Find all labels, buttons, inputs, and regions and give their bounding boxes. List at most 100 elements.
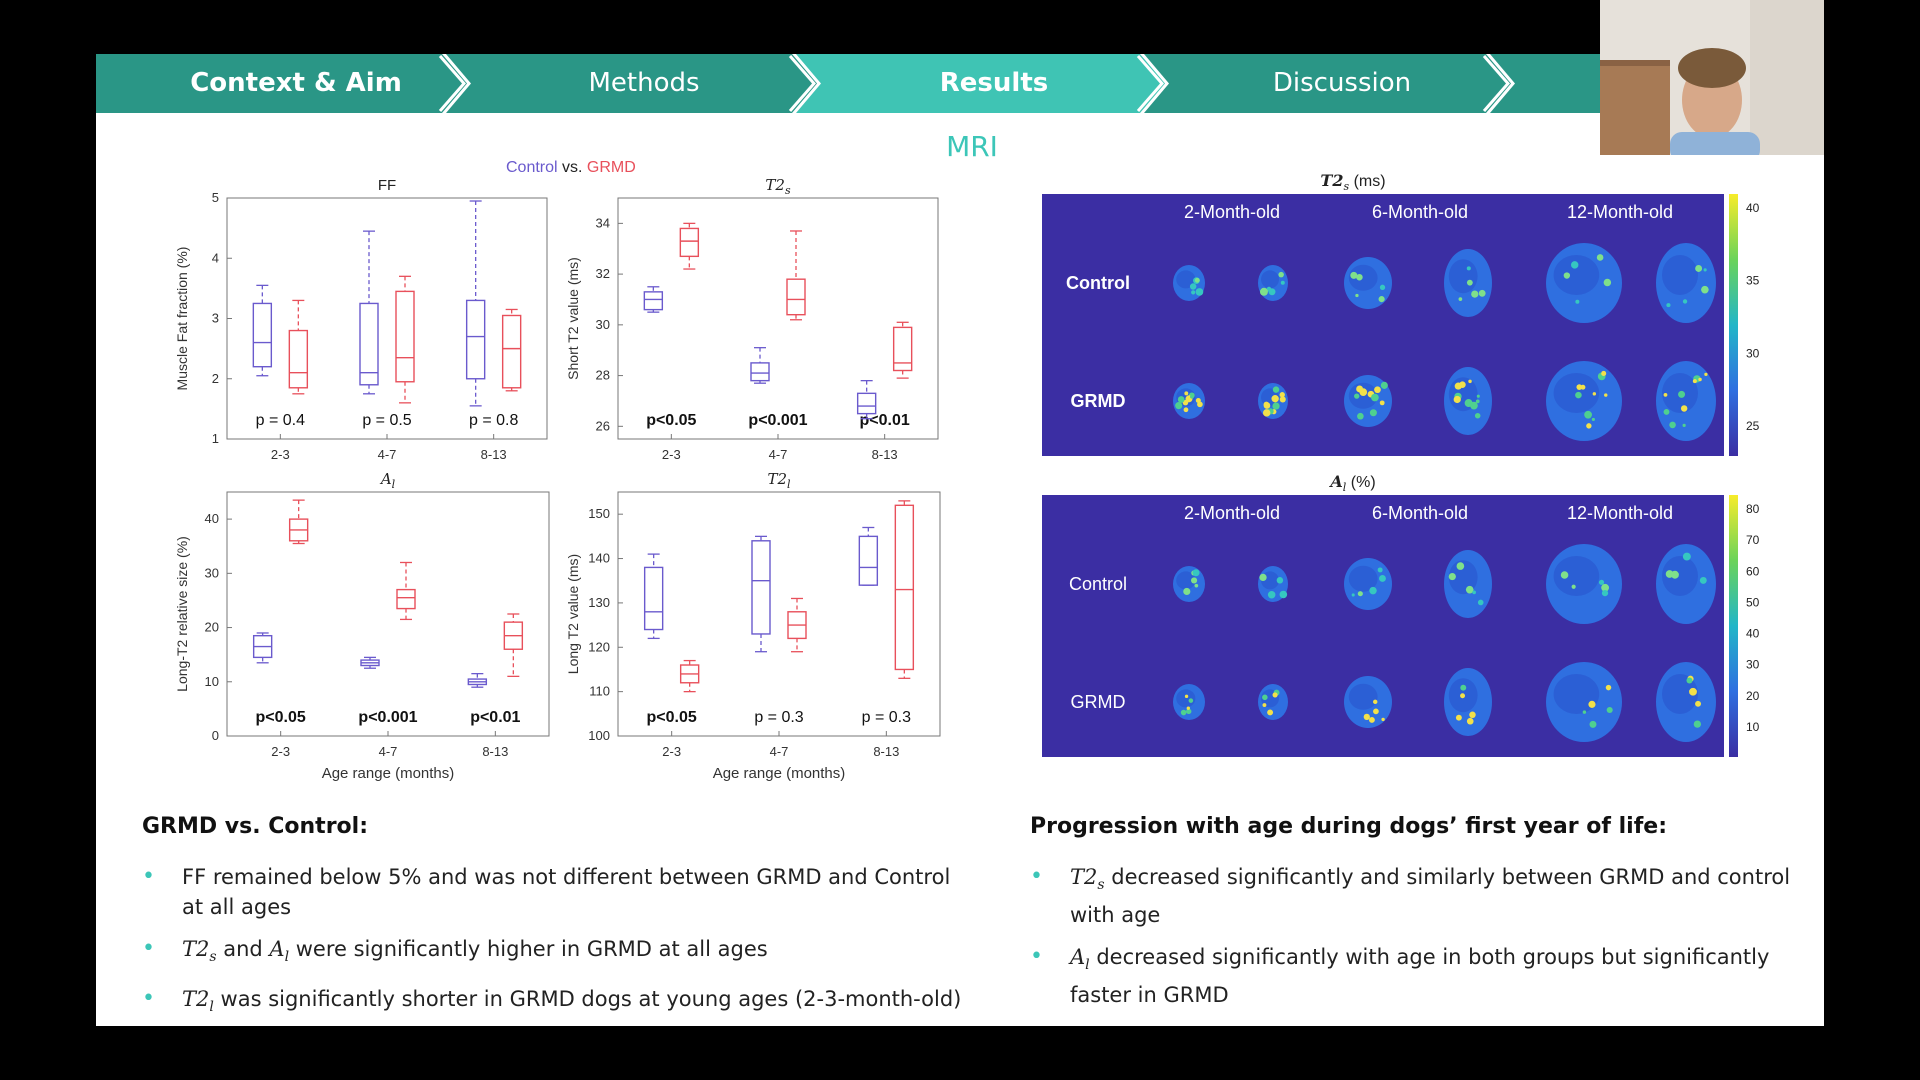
signal-spot xyxy=(1262,694,1268,701)
plot-title: FF xyxy=(378,177,396,194)
signal-spot xyxy=(1359,388,1368,396)
tab-methods[interactable]: Methods xyxy=(588,68,700,98)
p-value-label: p<0.05 xyxy=(647,709,697,726)
muscle-section xyxy=(1258,265,1288,301)
plot-title-sub: s xyxy=(785,184,791,197)
colorbar-tick-label: 30 xyxy=(1746,658,1760,672)
legend-control: Control xyxy=(506,159,558,176)
x-tick-label: 4-7 xyxy=(378,447,397,462)
muscle-shade xyxy=(1662,255,1698,295)
signal-spot xyxy=(1604,393,1608,397)
x-tick-label: 4-7 xyxy=(379,744,398,759)
signal-spot xyxy=(1474,412,1481,419)
box-control xyxy=(643,553,664,640)
colorbar-tick-label: 70 xyxy=(1746,533,1760,547)
signal-spot xyxy=(1704,372,1708,377)
box-iqr xyxy=(643,291,664,311)
signal-spot xyxy=(1267,590,1276,599)
signal-spot xyxy=(1380,381,1388,389)
box-grmd xyxy=(503,613,524,678)
p-value-label: p = 0.3 xyxy=(862,709,911,726)
box-control xyxy=(750,347,770,384)
signal-spot xyxy=(1351,593,1355,597)
signal-spot xyxy=(1589,720,1597,728)
signal-spot xyxy=(1476,394,1480,398)
box-grmd xyxy=(892,321,913,379)
presenter-image xyxy=(1600,0,1824,155)
y-tick-label: 0 xyxy=(212,728,219,743)
tab-discussion[interactable]: Discussion xyxy=(1272,68,1412,98)
signal-spot xyxy=(1197,401,1203,408)
muscle-section xyxy=(1444,668,1492,736)
muscle-section xyxy=(1344,257,1392,309)
section-nav-bar: Context & Aim Methods Results Discussion xyxy=(96,54,1824,113)
muscle-shade xyxy=(1662,556,1698,596)
map-column-label: 12-Month-old xyxy=(1567,503,1673,523)
signal-spot xyxy=(1262,703,1267,707)
muscle-section xyxy=(1546,243,1622,323)
box-iqr xyxy=(501,314,522,389)
muscle-section xyxy=(1173,684,1205,720)
muscle-section xyxy=(1444,550,1492,618)
signal-spot xyxy=(1571,584,1576,589)
box-iqr xyxy=(892,326,913,372)
box-grmd xyxy=(894,500,915,679)
muscle-section xyxy=(1173,566,1205,602)
signal-spot xyxy=(1374,386,1381,394)
colorbar xyxy=(1729,495,1738,757)
signal-spot xyxy=(1188,698,1194,703)
section-title: MRI xyxy=(946,130,998,163)
tab-results[interactable]: Results xyxy=(939,68,1049,98)
colorbar xyxy=(1729,194,1738,456)
signal-spot xyxy=(1259,573,1267,582)
right-bullet-1: • T2s decreased significantly and similar… xyxy=(1030,864,1791,928)
signal-spot xyxy=(1598,579,1605,585)
x-axis-label: Age range (months) xyxy=(322,765,455,782)
muscle-section xyxy=(1656,361,1716,441)
signal-spot xyxy=(1477,599,1484,606)
signal-spot xyxy=(1459,381,1466,388)
box-control xyxy=(751,535,771,653)
box-control xyxy=(465,200,486,407)
signal-spot xyxy=(1356,273,1363,281)
y-tick-label: 3 xyxy=(212,311,219,326)
x-axis-label: Age range (months) xyxy=(713,765,846,782)
signal-spot xyxy=(1468,379,1472,384)
x-tick-label: 8-13 xyxy=(482,744,508,759)
signal-spot xyxy=(1466,266,1471,271)
left-bullet-3: • T2l was significantly shorter in GRMD d… xyxy=(142,986,962,1016)
signal-spot xyxy=(1276,577,1284,584)
plot-title-sub: l xyxy=(787,478,791,491)
box-iqr xyxy=(252,302,273,368)
signal-spot xyxy=(1192,569,1200,577)
signal-spot xyxy=(1272,402,1280,410)
signal-spot xyxy=(1368,717,1375,723)
colorbar-tick-label: 50 xyxy=(1746,595,1760,609)
signal-spot xyxy=(1460,684,1467,691)
muscle-section xyxy=(1656,662,1716,742)
left-bullet-2: • T2s and Al were significantly higher in… xyxy=(142,936,768,966)
x-tick-label: 8-13 xyxy=(481,447,507,462)
signal-spot xyxy=(1183,407,1189,413)
signal-spot xyxy=(1379,284,1386,290)
muscle-shade xyxy=(1348,264,1378,291)
signal-spot xyxy=(1465,585,1474,594)
slide: Context & Aim Methods Results Discussion… xyxy=(96,54,1824,1026)
left-bullet-1: • FF remained below 5% and was not differ… xyxy=(142,864,951,919)
tab-context-aim[interactable]: Context & Aim xyxy=(190,68,402,98)
plot-frame xyxy=(226,197,548,440)
map-column-label: 2-Month-old xyxy=(1184,202,1280,222)
signal-spot xyxy=(1377,567,1383,573)
signal-spot xyxy=(1469,711,1476,719)
presenter-webcam-video xyxy=(1600,0,1824,155)
box-iqr xyxy=(856,392,877,415)
y-tick-label: 150 xyxy=(588,506,610,521)
signal-spot xyxy=(1682,423,1686,427)
signal-spot xyxy=(1571,261,1579,269)
signal-spot xyxy=(1682,299,1688,304)
colorbar-tick-label: 30 xyxy=(1746,346,1760,360)
signal-spot xyxy=(1357,591,1363,597)
muscle-shade xyxy=(1176,689,1196,708)
muscle-shade xyxy=(1348,565,1378,592)
map-title-sub: s xyxy=(1343,180,1349,193)
